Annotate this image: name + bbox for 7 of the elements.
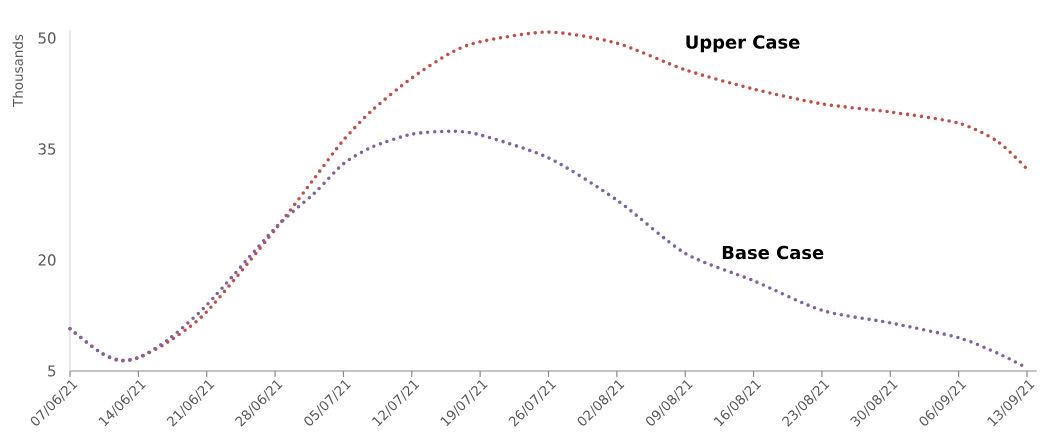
series-label: Base Case (722, 245, 824, 260)
y-tick-label: 35 (38, 143, 56, 155)
y-tick-label: 50 (38, 32, 56, 44)
series-label: Upper Case (686, 35, 800, 53)
y-tick-label: 5 (48, 365, 56, 377)
y-tick-label: 20 (38, 254, 56, 266)
y-axis-title: Thousands (12, 34, 23, 107)
